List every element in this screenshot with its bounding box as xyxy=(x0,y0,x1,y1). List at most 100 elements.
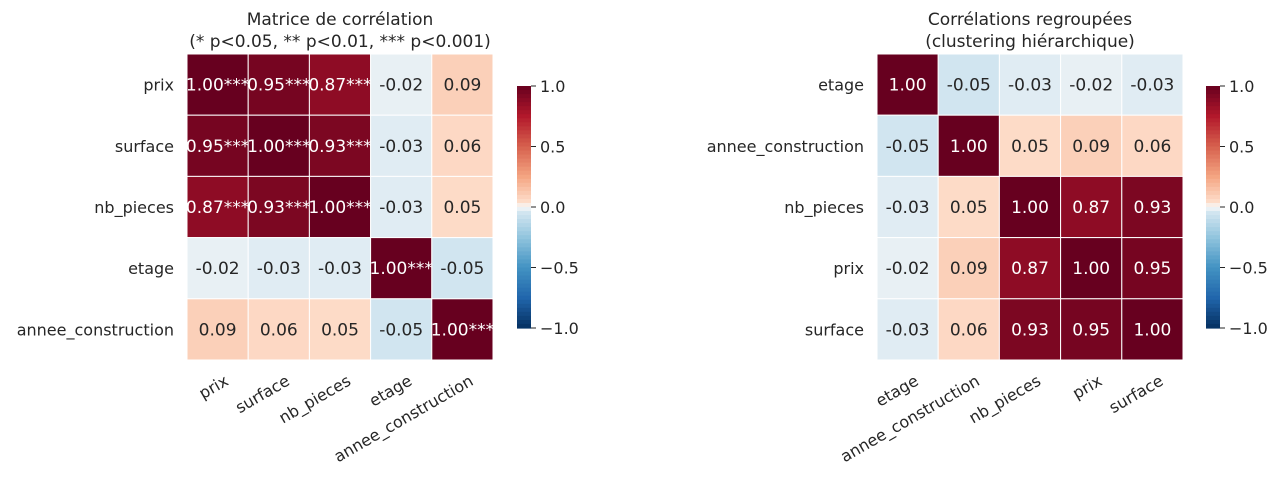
cell-value-label: 0.09 xyxy=(199,320,237,340)
column-tick-label: prix xyxy=(1069,371,1105,403)
colorbar-segment xyxy=(517,299,531,305)
colorbar-tick-label: 0.5 xyxy=(540,138,565,157)
heatmap-cell xyxy=(876,237,939,300)
cell-value-label: 0.93*** xyxy=(308,137,371,157)
heatmap-cell xyxy=(247,237,310,300)
colorbar-segment xyxy=(517,122,531,127)
chart-title-left: Matrice de corrélation xyxy=(247,10,434,30)
heatmap-cell xyxy=(431,114,494,177)
cell-value-label: 0.87 xyxy=(1011,259,1049,279)
cell-value-label: 0.87*** xyxy=(186,198,249,218)
row-tick-label: nb_pieces xyxy=(94,198,174,218)
colorbar-segment xyxy=(1206,267,1220,273)
colorbar-segment xyxy=(517,271,531,277)
heatmap-cell xyxy=(937,175,1000,239)
heatmap-cell xyxy=(1060,237,1123,300)
heatmap-panel-left: Matrice de corrélation (* p<0.05, ** p<0… xyxy=(17,10,579,467)
colorbar-segment xyxy=(517,315,531,321)
heatmap-cell xyxy=(1121,237,1184,300)
cell-value-label: 0.87*** xyxy=(308,76,371,96)
colorbar-segment xyxy=(517,154,531,160)
heatmap-cell xyxy=(247,53,310,116)
cell-value-label: 1.00 xyxy=(1133,320,1171,340)
cell-value-label: -0.03 xyxy=(379,198,423,218)
colorbar-tick-label: 1.0 xyxy=(540,77,565,96)
cell-value-label: 1.00*** xyxy=(431,320,494,340)
colorbar-segment xyxy=(1206,186,1220,192)
cell-value-label: 0.09 xyxy=(1072,137,1110,157)
cell-value-label: 1.00 xyxy=(1011,198,1049,218)
heatmap-cell xyxy=(308,53,372,116)
colorbar-segment xyxy=(1206,178,1220,184)
chart-subtitle-right: (clustering hiérarchique) xyxy=(925,32,1135,52)
colorbar-segment xyxy=(1206,106,1220,111)
heatmap-panel-right: Corrélations regroupées (clustering hiér… xyxy=(707,10,1268,467)
colorbar-segment xyxy=(517,162,531,168)
colorbar-segment xyxy=(517,182,531,188)
colorbar-segment xyxy=(1206,126,1220,131)
colorbar-segment xyxy=(1206,287,1220,293)
colorbar-segment xyxy=(1206,118,1220,123)
heatmap-cell xyxy=(186,114,249,177)
cell-value-label: 0.93 xyxy=(1133,198,1171,218)
colorbar-segment xyxy=(1206,303,1220,309)
cell-value-label: -0.03 xyxy=(1008,76,1052,96)
colorbar-segment xyxy=(1206,134,1220,140)
row-tick-label: prix xyxy=(833,259,864,278)
chart-title-right: Corrélations regroupées xyxy=(928,10,1132,30)
colorbar-segment xyxy=(517,311,531,317)
colorbar-segment xyxy=(1206,198,1220,204)
colorbar-segment xyxy=(1206,154,1220,160)
colorbar-segment xyxy=(1206,311,1220,317)
colorbar-segment xyxy=(1206,255,1220,261)
colorbar-segment xyxy=(1206,307,1220,313)
chart-subtitle-left: (* p<0.05, ** p<0.01, *** p<0.001) xyxy=(189,32,491,52)
colorbar-segment xyxy=(1206,291,1220,297)
colorbar-right: 1.0 0.5 0.0 −0.5 −1.0 xyxy=(1206,77,1268,338)
colorbar-segment xyxy=(517,291,531,297)
colorbar-segment xyxy=(1206,315,1220,321)
colorbar-segment xyxy=(517,146,531,152)
colorbar-segment xyxy=(517,319,531,325)
cell-value-label: -0.02 xyxy=(886,259,930,279)
colorbar-segment xyxy=(1206,223,1220,228)
heatmap-cell xyxy=(876,53,939,116)
row-tick-label: etage xyxy=(128,259,174,278)
colorbar-segment xyxy=(1206,150,1220,156)
colorbar-tick-label: 0.0 xyxy=(540,198,565,217)
colorbar-segment xyxy=(517,86,531,91)
cell-value-label: 0.06 xyxy=(260,320,298,340)
colorbar-segment xyxy=(517,267,531,273)
colorbar-segment xyxy=(1206,102,1220,107)
cell-value-label: 0.06 xyxy=(1133,137,1171,157)
colorbar-segment xyxy=(1206,114,1220,119)
cell-value-label: -0.05 xyxy=(947,76,991,96)
colorbar-segment xyxy=(1206,190,1220,196)
colorbar-segment xyxy=(1206,138,1220,144)
colorbar-segment xyxy=(1206,94,1220,99)
colorbar-segment xyxy=(1206,207,1220,212)
colorbar-segment xyxy=(1206,323,1220,329)
colorbar-segment xyxy=(517,223,531,228)
colorbar-segment xyxy=(1206,146,1220,152)
colorbar-segment xyxy=(1206,295,1220,301)
heatmap-cell xyxy=(876,114,939,177)
row-tick-label: etage xyxy=(818,76,864,95)
cell-value-label: 1.00 xyxy=(1072,259,1110,279)
colorbar-segment xyxy=(517,190,531,196)
row-tick-label: prix xyxy=(143,76,174,95)
colorbar-segment xyxy=(517,94,531,99)
colorbar-segment xyxy=(517,102,531,107)
cell-value-label: -0.05 xyxy=(379,320,423,340)
colorbar-segment xyxy=(1206,194,1220,200)
colorbar-tick-label: −0.5 xyxy=(1229,259,1268,278)
colorbar-segment xyxy=(517,170,531,176)
colorbar-segment xyxy=(1206,182,1220,188)
colorbar-segment xyxy=(517,255,531,261)
colorbar-segment xyxy=(517,130,531,135)
heatmap-cell xyxy=(937,114,1000,177)
cell-value-label: 1.00*** xyxy=(308,198,371,218)
colorbar-segment xyxy=(517,295,531,301)
colorbar-segment xyxy=(1206,110,1220,115)
